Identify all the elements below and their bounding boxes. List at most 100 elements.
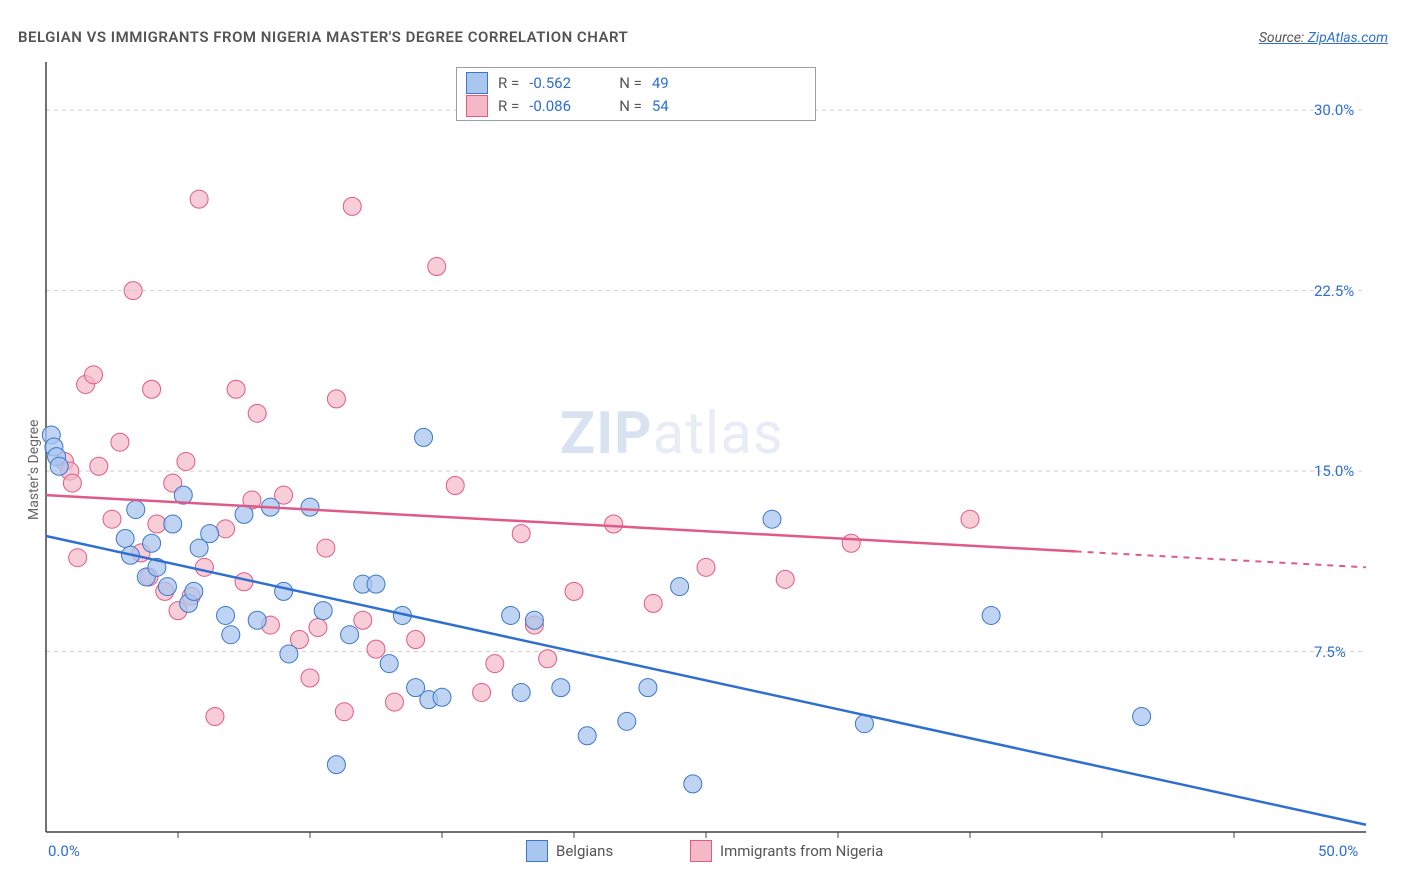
source-link[interactable]: Source: ZipAtlas.com <box>1259 30 1388 46</box>
data-point <box>190 190 208 208</box>
data-point <box>552 679 570 697</box>
stats-legend-row: R = -0.086 N = 54 <box>466 95 669 117</box>
data-point <box>227 380 245 398</box>
data-point <box>206 708 224 726</box>
data-point <box>248 404 266 422</box>
n-label: N = <box>619 74 642 92</box>
data-point <box>327 390 345 408</box>
y-tick-label: 7.5% <box>1314 643 1346 661</box>
r-value: -0.086 <box>529 97 589 115</box>
data-point <box>512 525 530 543</box>
data-point <box>69 549 87 567</box>
data-point <box>127 501 145 519</box>
data-point <box>539 650 557 668</box>
data-point <box>275 582 293 600</box>
r-value: -0.562 <box>529 74 589 92</box>
data-point <box>124 282 142 300</box>
n-value: 54 <box>652 97 669 115</box>
scatter-chart <box>46 62 1366 832</box>
data-point <box>446 477 464 495</box>
r-label: R = <box>498 97 519 115</box>
legend-label: Immigrants from Nigeria <box>720 842 883 860</box>
data-point <box>982 606 1000 624</box>
data-point <box>341 626 359 644</box>
data-point <box>280 645 298 663</box>
r-label: R = <box>498 74 519 92</box>
legend-swatch <box>690 840 712 862</box>
data-point <box>502 606 520 624</box>
data-point <box>116 529 134 547</box>
data-point <box>428 258 446 276</box>
data-point <box>639 679 657 697</box>
stats-legend-row: R =-0.562N =49 <box>466 72 669 94</box>
data-point <box>143 380 161 398</box>
data-point <box>164 515 182 533</box>
data-point <box>367 575 385 593</box>
data-point <box>578 727 596 745</box>
data-point <box>85 366 103 384</box>
data-point <box>248 611 266 629</box>
n-label: N = <box>619 97 642 115</box>
data-point <box>317 539 335 557</box>
data-point <box>525 611 543 629</box>
legend-swatch <box>526 840 548 862</box>
data-point <box>148 515 166 533</box>
data-point <box>697 558 715 576</box>
data-point <box>103 510 121 528</box>
data-point <box>222 626 240 644</box>
data-point <box>143 534 161 552</box>
data-point <box>301 498 319 516</box>
data-point <box>512 683 530 701</box>
data-point <box>314 602 332 620</box>
data-point <box>90 457 108 475</box>
data-point <box>763 510 781 528</box>
data-point <box>235 505 253 523</box>
y-axis-label: Master's Degree <box>26 420 42 520</box>
data-point <box>195 558 213 576</box>
data-point <box>185 582 203 600</box>
data-point <box>217 606 235 624</box>
data-point <box>63 474 81 492</box>
data-point <box>407 631 425 649</box>
data-point <box>776 570 794 588</box>
legend-swatch <box>466 95 488 117</box>
x-tick-label: 50.0% <box>1318 842 1358 860</box>
data-point <box>354 611 372 629</box>
data-point <box>335 703 353 721</box>
source-name[interactable]: ZipAtlas.com <box>1308 30 1388 46</box>
data-point <box>343 197 361 215</box>
data-point <box>684 775 702 793</box>
source-prefix: Source: <box>1259 30 1308 46</box>
data-point <box>217 520 235 538</box>
y-tick-label: 22.5% <box>1314 282 1354 300</box>
data-point <box>842 534 860 552</box>
x-tick-label: 0.0% <box>48 842 80 860</box>
data-point <box>433 688 451 706</box>
data-point <box>50 457 68 475</box>
legend-swatch <box>466 72 488 94</box>
series-legend-item: Belgians <box>526 840 613 862</box>
data-point <box>385 693 403 711</box>
legend-label: Belgians <box>556 842 613 860</box>
data-point <box>618 712 636 730</box>
data-point <box>111 433 129 451</box>
trend-line-extrapolated <box>1076 551 1366 567</box>
chart-title: BELGIAN VS IMMIGRANTS FROM NIGERIA MASTE… <box>18 28 628 46</box>
data-point <box>644 594 662 612</box>
data-point <box>415 428 433 446</box>
data-point <box>961 510 979 528</box>
data-point <box>1133 708 1151 726</box>
data-point <box>380 655 398 673</box>
data-point <box>309 618 327 636</box>
data-point <box>327 756 345 774</box>
y-tick-label: 15.0% <box>1314 462 1354 480</box>
trend-line <box>46 536 1366 825</box>
data-point <box>201 525 219 543</box>
data-point <box>301 669 319 687</box>
data-point <box>605 515 623 533</box>
y-tick-label: 30.0% <box>1314 101 1354 119</box>
data-point <box>565 582 583 600</box>
series-legend-item: Immigrants from Nigeria <box>690 840 883 862</box>
data-point <box>177 452 195 470</box>
data-point <box>158 578 176 596</box>
